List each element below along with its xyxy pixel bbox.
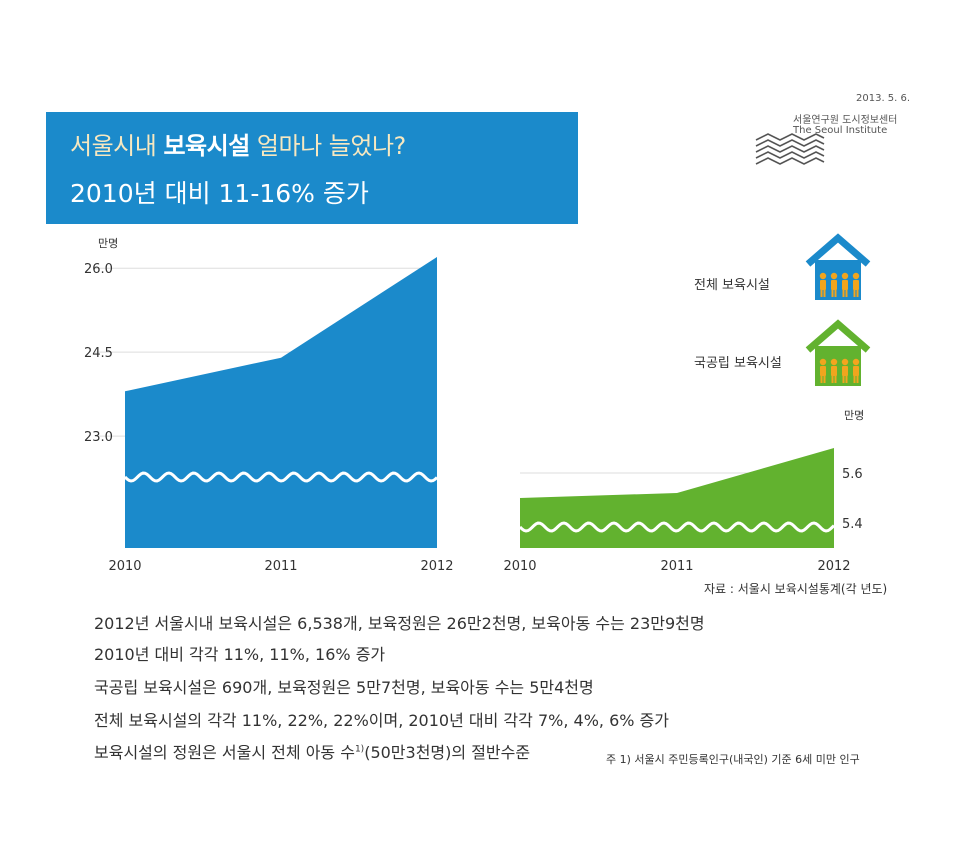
chart-public-facilities: 5.4 5.6 만명 2010 2011 2012 — [503, 409, 864, 574]
person-leg — [856, 375, 859, 383]
person-body — [842, 280, 848, 290]
person-head — [830, 358, 838, 366]
person-leg — [845, 289, 848, 297]
y-tick-label: 23.0 — [84, 430, 113, 445]
house-green-icon — [805, 319, 871, 386]
house-window — [832, 334, 844, 346]
person-leg — [823, 289, 826, 297]
person-leg — [853, 289, 856, 297]
x-tick-label: 2011 — [660, 559, 693, 574]
person-leg — [820, 375, 823, 383]
summary-line-4: 전체 보육시설의 각각 11%, 22%, 22%이며, 2010년 대비 각각… — [94, 711, 669, 730]
institute-name-kr: 서울연구원 도시정보센터 — [793, 115, 898, 126]
x-tick-label: 2012 — [420, 559, 453, 574]
title-banner: 서울시내 보육시설 얼마나 늘었나? 2010년 대비 11-16% 증가 — [46, 112, 578, 224]
house-window — [832, 248, 844, 260]
area-series — [520, 448, 834, 548]
person-head — [819, 358, 827, 366]
summary-line-3: 국공립 보육시설은 690개, 보육정원은 5만7천명, 보육아동 수는 5만4… — [94, 678, 594, 697]
summary-line-2: 2010년 대비 각각 11%, 11%, 16% 증가 — [94, 645, 386, 664]
person-body — [820, 280, 826, 290]
chart-total-facilities: 23.0 24.5 26.0 만명 2010 2011 2012 — [84, 237, 454, 574]
y-tick-label: 24.5 — [84, 346, 113, 361]
person-leg — [831, 289, 834, 297]
person-head — [852, 272, 860, 280]
legend-public-label: 국공립 보육시설 — [694, 356, 782, 371]
seoul-institute-logo-icon — [755, 133, 825, 165]
person-head — [841, 272, 849, 280]
person-leg — [845, 375, 848, 383]
person-body — [853, 280, 859, 290]
person-leg — [834, 375, 837, 383]
person-body — [831, 280, 837, 290]
y-unit-label: 만명 — [98, 237, 118, 250]
person-head — [852, 358, 860, 366]
house-blue-icon — [805, 233, 871, 300]
axis-break-wave — [123, 471, 439, 483]
source-note: 자료 : 서울시 보육시설통계(각 년도) — [704, 582, 888, 596]
person-body — [820, 366, 826, 376]
institute-name-en: The Seoul Institute — [793, 125, 888, 136]
person-body — [842, 366, 848, 376]
person-head — [841, 358, 849, 366]
date-label: 2013. 5. 6. — [856, 93, 911, 104]
footnote-marker: 1) — [354, 744, 365, 755]
x-tick-label: 2011 — [264, 559, 297, 574]
area-series — [125, 257, 437, 548]
footnote: 주 1) 서울시 주민등록인구(내국인) 기준 6세 미만 인구 — [606, 753, 860, 766]
person-body — [831, 366, 837, 376]
x-tick-label: 2012 — [817, 559, 850, 574]
person-leg — [842, 289, 845, 297]
person-leg — [853, 375, 856, 383]
axis-break-wave — [518, 521, 836, 533]
y-tick-label: 5.4 — [842, 517, 863, 532]
person-leg — [856, 289, 859, 297]
summary-line-1: 2012년 서울시내 보육시설은 6,538개, 보육정원은 26만2천명, 보… — [94, 614, 705, 633]
roof — [805, 319, 871, 353]
x-tick-label: 2010 — [503, 559, 536, 574]
person-head — [819, 272, 827, 280]
person-leg — [842, 375, 845, 383]
person-leg — [834, 289, 837, 297]
x-tick-label: 2010 — [108, 559, 141, 574]
person-head — [830, 272, 838, 280]
y-unit-label: 만명 — [844, 409, 864, 422]
y-tick-label: 5.6 — [842, 467, 863, 482]
person-body — [853, 366, 859, 376]
person-leg — [831, 375, 834, 383]
subtitle: 2010년 대비 11-16% 증가 — [70, 179, 369, 208]
main-title: 서울시내 보육시설 얼마나 늘었나? — [70, 132, 406, 160]
person-leg — [820, 289, 823, 297]
legend-total-label: 전체 보육시설 — [694, 278, 770, 293]
y-tick-label: 26.0 — [84, 262, 113, 277]
roof — [805, 233, 871, 267]
person-leg — [823, 375, 826, 383]
summary-line-5: 보육시설의 정원은 서울시 전체 아동 수1)(50만3천명)의 절반수준 — [94, 743, 531, 762]
